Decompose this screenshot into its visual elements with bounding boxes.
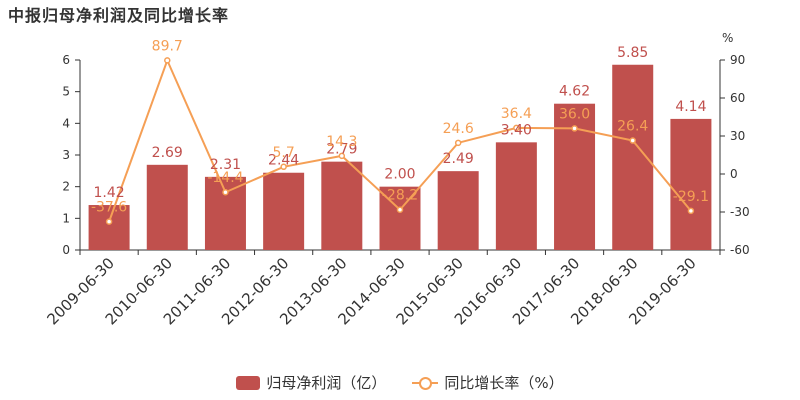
- growth-point: [280, 163, 287, 171]
- legend-label-profit: 归母净利润（亿）: [266, 374, 387, 392]
- growth-point: [105, 218, 113, 225]
- y-right-tick-label: 30: [730, 129, 745, 143]
- line-value-label: 26.4: [617, 119, 648, 135]
- y-right-tick-label: -60: [730, 243, 750, 257]
- y-left-tick-label: 0: [62, 243, 70, 257]
- growth-point: [454, 139, 462, 147]
- y-right-tick-label: -30: [730, 205, 750, 219]
- growth-point: [687, 207, 695, 215]
- legend: 归母净利润（亿） 同比增长率（%）: [0, 372, 800, 393]
- legend-item-profit[interactable]: 归母净利润（亿）: [236, 372, 386, 393]
- bar: [204, 176, 246, 250]
- bar-value-label: 2.49: [443, 151, 474, 167]
- bar-value-label: 1.42: [94, 185, 125, 201]
- y-left-tick-label: 4: [62, 116, 70, 130]
- y-left-tick-label: 3: [62, 148, 70, 162]
- bar-value-label: 2.69: [152, 145, 183, 161]
- bar: [321, 161, 363, 250]
- line-value-label: 24.6: [443, 121, 474, 137]
- line-value-label: 36.4: [501, 106, 532, 122]
- bar: [670, 118, 712, 251]
- line-value-label: -37.6: [91, 200, 127, 216]
- bar: [146, 164, 188, 250]
- growth-point: [338, 152, 346, 160]
- bar-value-label: 5.85: [617, 45, 648, 61]
- line-value-label: -14.4: [207, 170, 243, 186]
- line-value-label: -28.2: [382, 188, 418, 204]
- bar: [263, 172, 305, 250]
- bar: [88, 205, 130, 250]
- bar-value-label: 2.44: [268, 153, 299, 169]
- growth-point: [571, 125, 578, 132]
- line-value-label: 5.7: [273, 145, 295, 161]
- bar-value-label: 4.14: [675, 99, 706, 115]
- legend-line-swatch: [412, 376, 439, 390]
- line-value-label: 14.3: [326, 134, 357, 150]
- legend-item-growth[interactable]: 同比增长率（%）: [412, 372, 564, 393]
- growth-point: [396, 206, 404, 213]
- bar-value-label: 3.40: [501, 122, 532, 138]
- y-right-unit-label: %: [722, 31, 733, 45]
- bar: [437, 171, 479, 250]
- y-right-tick-label: 90: [730, 53, 745, 67]
- growth-point: [629, 137, 636, 144]
- chart-title: 中报归母净利润及同比增长率: [8, 6, 230, 25]
- bar: [495, 142, 537, 250]
- y-left-tick-label: 2: [62, 180, 70, 194]
- bar-value-label: 4.62: [559, 84, 590, 100]
- y-left-tick-label: 1: [62, 211, 70, 225]
- y-right-tick-label: 60: [730, 91, 745, 105]
- bar-value-label: 2.79: [326, 142, 357, 158]
- legend-bar-swatch: [236, 375, 261, 390]
- legend-label-growth: 同比增长率（%）: [444, 374, 564, 392]
- bar-value-label: 2.31: [210, 157, 241, 173]
- line-value-label: 36.0: [559, 106, 590, 122]
- bar-value-label: 2.00: [384, 167, 415, 183]
- line-value-label: -29.1: [673, 189, 709, 205]
- y-left-tick-label: 5: [62, 85, 70, 99]
- growth-point: [513, 124, 520, 132]
- y-right-tick-label: 0: [730, 167, 738, 181]
- growth-point: [164, 57, 171, 64]
- growth-point: [222, 188, 229, 196]
- line-value-label: 89.7: [152, 38, 183, 54]
- y-left-tick-label: 6: [62, 53, 70, 67]
- combo-chart: 0123456-60-300306090%2009-06-302010-06-3…: [44, 31, 750, 328]
